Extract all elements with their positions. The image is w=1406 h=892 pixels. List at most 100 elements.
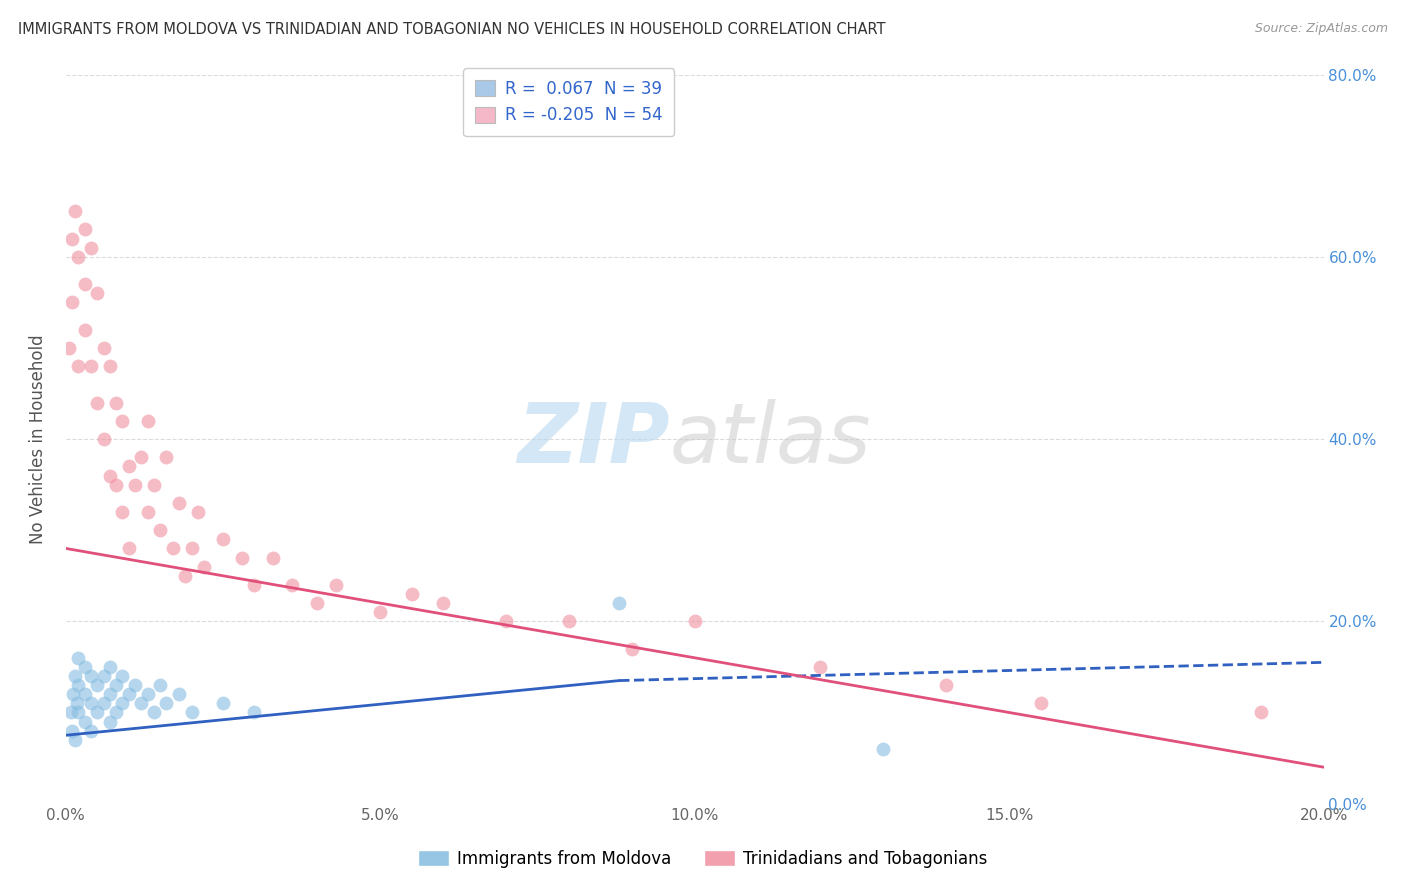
Point	[80, 241, 103, 255]
Point	[80, 359, 103, 373]
Point	[558, 615, 581, 629]
Point	[73, 323, 96, 337]
Point	[105, 678, 128, 692]
Point	[262, 550, 284, 565]
Text: IMMIGRANTS FROM MOLDOVA VS TRINIDADIAN AND TOBAGONIAN NO VEHICLES IN HOUSEHOLD C: IMMIGRANTS FROM MOLDOVA VS TRINIDADIAN A…	[18, 22, 886, 37]
Point	[243, 578, 266, 592]
Point	[149, 523, 172, 537]
Point	[124, 678, 146, 692]
Point	[187, 505, 209, 519]
Point	[149, 678, 172, 692]
Point	[86, 706, 108, 720]
Point	[180, 706, 202, 720]
Point	[136, 414, 159, 428]
Point	[368, 605, 391, 619]
Point	[66, 697, 89, 711]
Point	[93, 669, 115, 683]
Point	[86, 286, 108, 301]
Point	[495, 615, 517, 629]
Point	[872, 742, 894, 756]
Point	[1250, 706, 1272, 720]
Point	[111, 669, 134, 683]
Point	[93, 697, 115, 711]
Point	[142, 477, 165, 491]
Point	[93, 341, 115, 355]
Point	[155, 697, 177, 711]
Point	[73, 277, 96, 292]
Point	[167, 687, 190, 701]
Point	[80, 697, 103, 711]
Point	[65, 732, 87, 747]
Point	[167, 496, 190, 510]
Point	[111, 697, 134, 711]
Point	[60, 723, 83, 738]
Point	[73, 687, 96, 701]
Point	[180, 541, 202, 556]
Point	[118, 459, 141, 474]
Point	[124, 477, 146, 491]
Legend: R =  0.067  N = 39, R = -0.205  N = 54: R = 0.067 N = 39, R = -0.205 N = 54	[464, 69, 675, 136]
Point	[111, 505, 134, 519]
Point	[607, 596, 630, 610]
Point	[129, 450, 152, 465]
Point	[935, 678, 957, 692]
Point	[118, 687, 141, 701]
Point	[243, 706, 266, 720]
Point	[67, 650, 90, 665]
Point	[307, 596, 329, 610]
Point	[67, 359, 90, 373]
Point	[111, 414, 134, 428]
Point	[155, 450, 177, 465]
Point	[59, 706, 82, 720]
Point	[65, 669, 87, 683]
Point	[105, 706, 128, 720]
Point	[67, 706, 90, 720]
Point	[93, 432, 115, 446]
Text: ZIP: ZIP	[517, 399, 669, 480]
Text: Source: ZipAtlas.com: Source: ZipAtlas.com	[1254, 22, 1388, 36]
Point	[67, 250, 90, 264]
Point	[65, 204, 87, 219]
Point	[60, 231, 83, 245]
Point	[129, 697, 152, 711]
Point	[620, 641, 643, 656]
Point	[281, 578, 304, 592]
Point	[174, 568, 197, 582]
Point	[1029, 697, 1052, 711]
Y-axis label: No Vehicles in Household: No Vehicles in Household	[30, 334, 46, 544]
Point	[98, 468, 121, 483]
Point	[683, 615, 706, 629]
Point	[60, 295, 83, 310]
Point	[73, 660, 96, 674]
Point	[105, 395, 128, 409]
Point	[105, 477, 128, 491]
Point	[810, 660, 832, 674]
Point	[136, 505, 159, 519]
Point	[62, 687, 84, 701]
Point	[80, 723, 103, 738]
Text: atlas: atlas	[669, 399, 872, 480]
Point	[212, 533, 235, 547]
Point	[98, 660, 121, 674]
Point	[401, 587, 423, 601]
Point	[118, 541, 141, 556]
Point	[325, 578, 347, 592]
Point	[58, 341, 80, 355]
Point	[212, 697, 235, 711]
Point	[432, 596, 454, 610]
Point	[73, 714, 96, 729]
Point	[86, 678, 108, 692]
Point	[86, 395, 108, 409]
Point	[98, 687, 121, 701]
Point	[98, 714, 121, 729]
Point	[136, 687, 159, 701]
Point	[162, 541, 184, 556]
Point	[80, 669, 103, 683]
Point	[67, 678, 90, 692]
Point	[73, 222, 96, 236]
Point	[231, 550, 253, 565]
Legend: Immigrants from Moldova, Trinidadians and Tobagonians: Immigrants from Moldova, Trinidadians an…	[412, 844, 994, 875]
Point	[142, 706, 165, 720]
Point	[193, 559, 215, 574]
Point	[98, 359, 121, 373]
